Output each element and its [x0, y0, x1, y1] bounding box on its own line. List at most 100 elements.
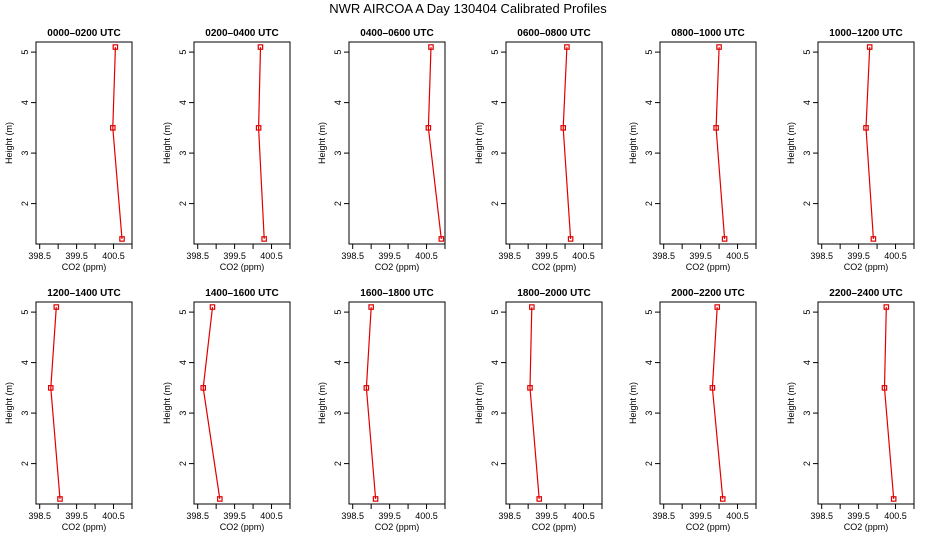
- x-tick-label: 400.5: [572, 251, 595, 261]
- data-point: [368, 304, 374, 310]
- y-tick-label: 4: [802, 100, 812, 105]
- y-axis-label: Height (m): [474, 382, 484, 424]
- profile-panel: 0600–0800 UTC 398.5 399.5 400.5 2 3 4 5 CO2 (ppm…: [474, 28, 603, 272]
- x-tick-label: 400.5: [260, 251, 283, 261]
- x-tick-label: 398.5: [186, 251, 209, 261]
- y-tick-label: 2: [333, 201, 343, 206]
- y-tick-label: 3: [802, 151, 812, 156]
- y-tick-label: 2: [802, 461, 812, 466]
- y-tick-label: 4: [333, 100, 343, 105]
- x-tick-label: 400.5: [415, 251, 438, 261]
- data-point: [217, 496, 223, 502]
- y-tick-label: 5: [644, 310, 654, 315]
- y-tick-label: 5: [20, 50, 30, 55]
- y-tick-label: 2: [178, 201, 188, 206]
- y-axis-label: Height (m): [162, 122, 172, 164]
- x-axis-label: CO2 (ppm): [686, 522, 731, 532]
- y-tick-label: 3: [178, 151, 188, 156]
- x-axis-label: CO2 (ppm): [686, 262, 731, 272]
- x-tick-label: 399.5: [378, 251, 401, 261]
- y-tick-label: 2: [20, 461, 30, 466]
- y-tick-label: 4: [178, 360, 188, 365]
- x-tick-label: 399.5: [223, 251, 246, 261]
- y-tick-label: 3: [178, 411, 188, 416]
- data-point: [716, 44, 722, 50]
- panel-title: 0600–0800 UTC: [517, 28, 590, 39]
- plot-frame: [659, 301, 757, 505]
- x-tick-label: 400.5: [102, 511, 125, 521]
- data-point: [564, 44, 570, 50]
- y-tick-label: 4: [490, 360, 500, 365]
- x-tick-label: 400.5: [102, 251, 125, 261]
- y-tick-label: 3: [490, 151, 500, 156]
- profile-line: [529, 307, 540, 499]
- panel-title: 2200–2400 UTC: [829, 288, 902, 299]
- x-axis-label: CO2 (ppm): [220, 522, 265, 532]
- profile-panel: 2200–2400 UTC 398.5 399.5 400.5 2 3 4 5 CO2 (ppm…: [786, 288, 915, 532]
- x-axis-label: CO2 (ppm): [220, 262, 265, 272]
- panel-title: 1000–1200 UTC: [829, 28, 902, 39]
- x-tick-label: 400.5: [260, 511, 283, 521]
- x-tick-label: 399.5: [65, 251, 88, 261]
- data-point: [109, 125, 116, 131]
- data-point: [529, 304, 535, 310]
- y-tick-label: 2: [802, 201, 812, 206]
- y-tick-label: 5: [333, 310, 343, 315]
- data-point: [527, 385, 533, 391]
- data-point: [363, 385, 370, 391]
- data-point: [428, 44, 434, 50]
- y-tick-label: 4: [802, 360, 812, 365]
- profile-line: [883, 307, 895, 499]
- plot-frame: [817, 301, 915, 505]
- x-tick-label: 399.5: [535, 511, 558, 521]
- profile-line: [715, 47, 726, 239]
- plot-frame: [348, 41, 446, 245]
- x-axis-label: CO2 (ppm): [844, 262, 889, 272]
- y-axis-label: Height (m): [4, 122, 14, 164]
- data-point: [560, 125, 567, 131]
- y-tick-label: 2: [20, 201, 30, 206]
- plot-frame: [505, 41, 603, 245]
- x-tick-label: 398.5: [810, 251, 833, 261]
- y-tick-label: 2: [333, 461, 343, 466]
- profile-panel: 0400–0600 UTC 398.5 399.5 400.5 2 3 4 5 CO2 (ppm…: [317, 28, 446, 272]
- data-point: [709, 385, 716, 391]
- data-point: [719, 496, 726, 502]
- profile-line: [865, 47, 874, 239]
- y-tick-label: 4: [20, 360, 30, 365]
- x-tick-label: 398.5: [652, 511, 675, 521]
- y-tick-label: 4: [644, 100, 654, 105]
- data-point: [47, 385, 54, 391]
- x-axis-label: CO2 (ppm): [532, 522, 577, 532]
- data-point: [119, 236, 125, 242]
- y-tick-label: 5: [333, 50, 343, 55]
- y-tick-label: 5: [178, 50, 188, 55]
- data-point: [721, 236, 728, 242]
- y-tick-label: 3: [20, 411, 30, 416]
- profile-panel: 0000–0200 UTC 398.5 399.5 400.5 2 3 4 5 CO2 (ppm…: [4, 28, 133, 272]
- data-point: [863, 125, 869, 131]
- plot-frame: [35, 301, 133, 505]
- panel-title: 0400–0600 UTC: [360, 28, 433, 39]
- profile-panel: 1600–1800 UTC 398.5 399.5 400.5 2 3 4 5 CO2 (ppm…: [317, 288, 446, 532]
- profile-panel: 1200–1400 UTC 398.5 399.5 400.5 2 3 4 5 CO2 (ppm…: [4, 288, 133, 532]
- x-tick-label: 398.5: [652, 251, 675, 261]
- data-point: [257, 44, 264, 50]
- y-axis-label: Height (m): [628, 382, 638, 424]
- x-tick-label: 398.5: [498, 251, 521, 261]
- plot-frame: [35, 41, 133, 245]
- x-tick-label: 399.5: [847, 251, 870, 261]
- data-point: [567, 236, 574, 242]
- plot-frame: [193, 301, 291, 505]
- plot-frame: [505, 301, 603, 505]
- x-tick-label: 400.5: [726, 511, 749, 521]
- x-axis-label: CO2 (ppm): [375, 262, 420, 272]
- y-tick-label: 5: [490, 50, 500, 55]
- panel-title: 1800–2000 UTC: [517, 288, 590, 299]
- profile-line: [365, 307, 377, 499]
- x-axis-label: CO2 (ppm): [844, 522, 889, 532]
- y-axis-label: Height (m): [628, 122, 638, 164]
- data-point: [870, 236, 877, 242]
- y-tick-label: 5: [20, 310, 30, 315]
